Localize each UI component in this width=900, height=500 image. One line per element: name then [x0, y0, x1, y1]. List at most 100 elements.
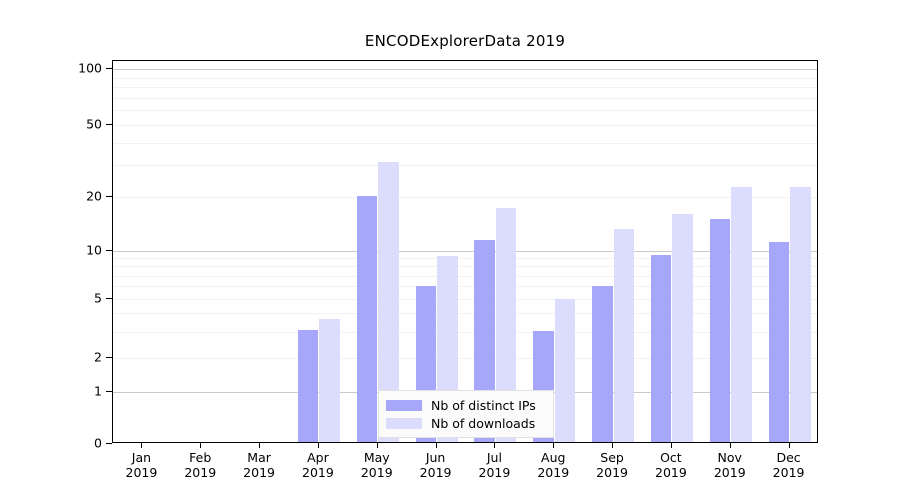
- bar-group: [180, 61, 222, 442]
- x-tick-mark: [788, 443, 790, 448]
- bar-ips-apr: [297, 330, 319, 442]
- x-tick-mark: [376, 443, 378, 448]
- gridline: [113, 275, 817, 277]
- x-tick-mark: [494, 443, 496, 448]
- y-tick-label: 1: [94, 383, 102, 399]
- gridline: [113, 69, 817, 70]
- x-tick-label-jan: Jan 2019: [106, 450, 176, 480]
- x-tick-label-sep: Sep 2019: [577, 450, 647, 480]
- gridline: [113, 110, 817, 112]
- y-tick-label: 100: [78, 60, 102, 76]
- bar-group: [474, 61, 517, 442]
- bar-dl-jul: [495, 208, 517, 442]
- bar-group: [768, 61, 811, 442]
- x-tick-label-month: Dec: [776, 450, 801, 465]
- x-tick-mark: [317, 443, 319, 448]
- x-tick-label-month: Nov: [717, 450, 742, 465]
- x-tick-label-jun: Jun 2019: [401, 450, 471, 480]
- x-tick-label-year: 2019: [478, 465, 511, 480]
- bar-dl-oct: [672, 214, 693, 442]
- gridline: [113, 142, 817, 144]
- x-tick-label-year: 2019: [125, 465, 158, 480]
- y-tick-label: 0: [94, 435, 102, 451]
- bar-group: [121, 61, 163, 442]
- y-tick-mark: [106, 443, 112, 444]
- x-tick-label-year: 2019: [360, 465, 393, 480]
- plot-area: [112, 60, 818, 443]
- x-tick-label-aug: Aug 2019: [518, 450, 588, 480]
- x-tick-label-oct: Oct 2019: [636, 450, 706, 480]
- gridline: [113, 87, 817, 89]
- x-tick-mark: [553, 443, 555, 448]
- chart-legend: Nb of distinct IPs Nb of downloads: [378, 390, 554, 438]
- legend-label-downloads: Nb of downloads: [431, 415, 536, 431]
- x-tick-label-month: Oct: [660, 450, 682, 465]
- bar-ips-may: [356, 196, 378, 442]
- gridline: [113, 251, 817, 252]
- bar-ips-sep: [592, 286, 613, 442]
- bar-ips-dec: [768, 242, 790, 442]
- x-tick-label-month: Jul: [486, 450, 502, 465]
- x-axis: Jan 2019 Feb 2019 Mar 2019 Apr 2019 May 2019 Jun 20…: [112, 443, 818, 500]
- x-tick-label-year: 2019: [596, 465, 628, 480]
- x-tick-label-year: 2019: [243, 465, 275, 480]
- legend-label-distinct-ips: Nb of distinct IPs: [431, 397, 536, 413]
- x-tick-label-year: 2019: [184, 465, 217, 480]
- legend-swatch-icon-distinct-ips: [386, 399, 422, 411]
- bar-group: [592, 61, 635, 442]
- legend-item-distinct-ips: Nb of distinct IPs: [386, 396, 546, 414]
- y-tick-mark: [106, 250, 112, 251]
- x-tick-mark: [729, 443, 731, 448]
- bar-ips-nov: [709, 219, 731, 442]
- x-tick-label-year: 2019: [537, 465, 570, 480]
- y-tick-mark: [106, 298, 112, 299]
- x-tick-label-month: Sep: [600, 450, 624, 465]
- y-tick-label: 20: [86, 188, 102, 204]
- x-tick-mark: [259, 443, 261, 448]
- x-tick-label-mar: Mar 2019: [224, 450, 294, 480]
- bar-dl-aug: [554, 299, 576, 442]
- x-tick-label-month: Apr: [307, 450, 329, 465]
- gridline: [113, 331, 817, 333]
- bar-ips-oct: [650, 255, 672, 442]
- chart-title: ENCODExplorerData 2019: [364, 32, 566, 50]
- bar-group: [533, 61, 576, 442]
- bar-group: [297, 61, 340, 442]
- bar-dl-may: [378, 162, 399, 442]
- y-tick-mark: [106, 68, 112, 69]
- x-tick-label-year: 2019: [713, 465, 746, 480]
- x-tick-label-month: Feb: [189, 450, 212, 465]
- gridline: [113, 299, 817, 300]
- bar-series-container: [113, 61, 817, 442]
- x-tick-label-month: Jun: [425, 450, 446, 465]
- x-tick-mark: [200, 443, 202, 448]
- gridline: [113, 97, 817, 99]
- bar-group: [356, 61, 399, 442]
- y-tick-mark: [106, 391, 112, 392]
- y-tick-label: 10: [86, 242, 102, 258]
- x-tick-label-year: 2019: [419, 465, 452, 480]
- bar-group: [709, 61, 752, 442]
- x-tick-label-month: Aug: [541, 450, 566, 465]
- x-tick-label-feb: Feb 2019: [165, 450, 235, 480]
- y-axis: 100 50 20 10 5 2 1 0: [0, 0, 112, 500]
- x-tick-label-month: May: [363, 450, 390, 465]
- gridline: [113, 77, 817, 79]
- x-tick-label-year: 2019: [302, 465, 334, 480]
- y-tick-mark: [106, 124, 112, 125]
- gridline: [113, 125, 817, 126]
- gridline: [113, 358, 817, 359]
- bar-dl-apr: [319, 319, 340, 442]
- x-tick-label-jul: Jul 2019: [459, 450, 529, 480]
- gridline: [113, 165, 817, 167]
- legend-swatch-icon-downloads: [386, 417, 422, 429]
- x-tick-mark: [141, 443, 143, 448]
- y-tick-mark: [106, 357, 112, 358]
- bar-group: [239, 61, 281, 442]
- y-tick-label: 2: [94, 349, 102, 365]
- bar-dl-dec: [790, 187, 811, 442]
- bar-dl-nov: [731, 187, 752, 442]
- x-tick-label-month: Jan: [131, 450, 152, 465]
- gridline: [113, 286, 817, 288]
